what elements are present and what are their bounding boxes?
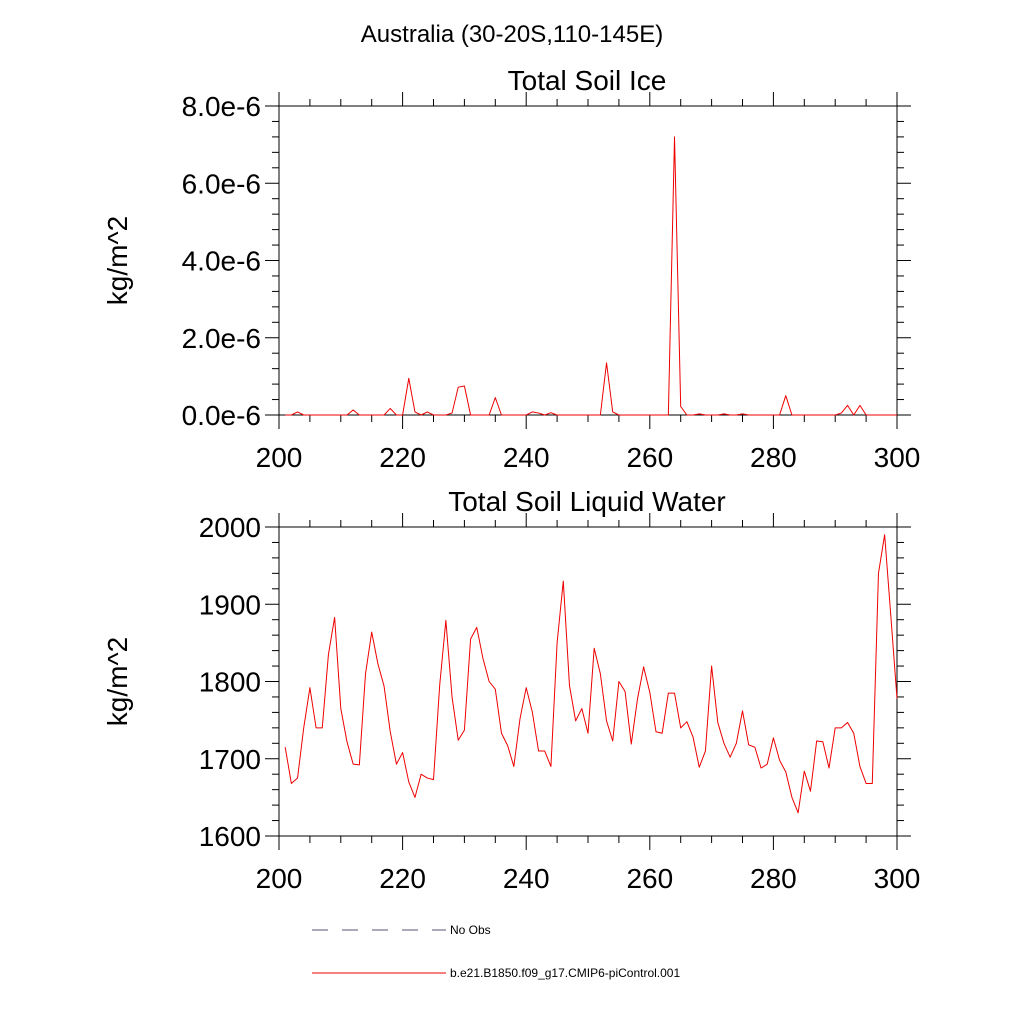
soil-liquid-ytick-label: 1800	[199, 667, 261, 698]
soil-liquid-ytick-label: 1600	[199, 821, 261, 852]
legend-label-model-run: b.e21.B1850.f09_g17.CMIP6-piControl.001	[450, 966, 680, 980]
soil-ice-ytick-label: 2.0e-6	[182, 323, 261, 354]
soil-liquid-ytick-label: 1700	[199, 744, 261, 775]
soil-ice-xtick-label: 280	[750, 442, 797, 473]
soil-ice-xtick-label: 260	[626, 442, 673, 473]
soil-ice-plot-frame	[278, 105, 898, 416]
soil-liquid-series-line-0	[284, 534, 898, 814]
soil-liquid-xtick-label: 260	[626, 863, 673, 894]
soil-ice-ylabel: kg/m^2	[102, 216, 133, 305]
soil-ice-ytick-label: 8.0e-6	[182, 91, 261, 122]
soil-ice-ytick-label: 0.0e-6	[182, 400, 261, 431]
soil-liquid-xtick-label: 300	[874, 863, 921, 894]
legend-label-no-obs: No Obs	[450, 923, 491, 937]
soil-ice-series-line-0	[285, 136, 897, 416]
soil-ice-xtick-label: 300	[874, 442, 921, 473]
soil-ice-xtick-label: 220	[379, 442, 426, 473]
soil-liquid-xtick-label: 200	[256, 863, 303, 894]
figure-suptitle: Australia (30-20S,110-145E)	[361, 21, 663, 48]
legend: No Obs b.e21.B1850.f09_g17.CMIP6-piContr…	[312, 923, 680, 980]
soil-ice-title: Total Soil Ice	[508, 65, 667, 96]
soil-ice-xtick-label: 200	[256, 442, 303, 473]
panel-total-soil-liquid-water: Total Soil Liquid Water kg/m^2 200 220 240 26…	[102, 486, 920, 894]
soil-liquid-ytick-label: 1900	[199, 589, 261, 620]
soil-ice-xtick-label: 240	[503, 442, 550, 473]
soil-liquid-title: Total Soil Liquid Water	[448, 486, 726, 517]
soil-liquid-xtick-label: 280	[750, 863, 797, 894]
soil-liquid-plot-frame	[278, 526, 898, 837]
soil-liquid-xtick-label: 220	[379, 863, 426, 894]
soil-ice-ytick-label: 4.0e-6	[182, 246, 261, 277]
soil-liquid-ytick-label: 2000	[199, 512, 261, 543]
soil-liquid-xtick-label: 240	[503, 863, 550, 894]
soil-ice-ytick-label: 6.0e-6	[182, 168, 261, 199]
soil-liquid-ylabel: kg/m^2	[102, 637, 133, 726]
panel-total-soil-ice: Total Soil Ice kg/m^2 200 220 240 260 280 300 0.…	[102, 65, 920, 473]
